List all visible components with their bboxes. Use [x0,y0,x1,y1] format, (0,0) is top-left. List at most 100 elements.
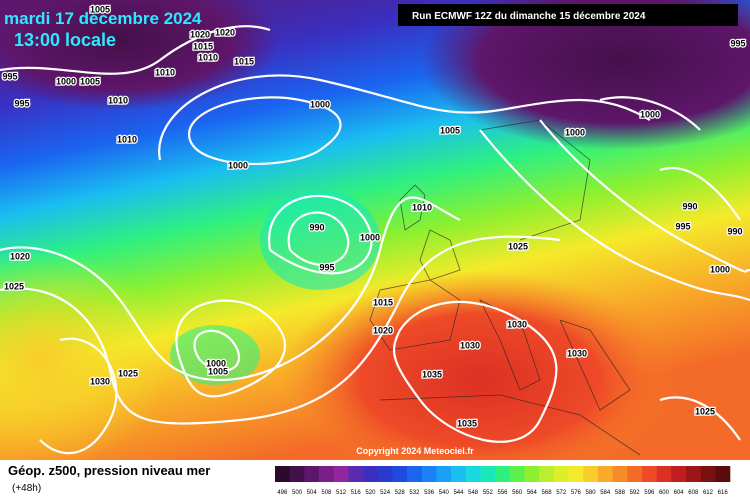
isobar-label: 995 [14,98,29,108]
isobar-label: 1025 [695,406,715,416]
legend-label: 608 [688,490,699,496]
legend-swatch [524,466,540,482]
legend-swatch [348,466,364,482]
legend-label: 520 [365,490,376,496]
isobar-label: 1035 [422,369,442,379]
legend-label: 528 [395,490,406,496]
legend-swatch [671,466,687,482]
legend-label: 596 [644,490,655,496]
legend-label: 556 [497,490,508,496]
legend-swatch [377,466,393,482]
legend-swatch [700,466,716,482]
isobar-label: 1000 [710,264,730,274]
legend-label: 560 [512,490,523,496]
legend-label: 548 [468,490,479,496]
isobar-label: 1025 [118,368,138,378]
isobar-label: 1025 [508,241,528,251]
legend-swatch [363,466,379,482]
coastlines [369,119,641,456]
legend-label: 600 [659,490,670,496]
legend-label: 532 [409,490,420,496]
isobar-label: 1010 [412,202,432,212]
legend-swatch [436,466,452,482]
isobar-label: 1030 [567,348,587,358]
isobar-label: 1000 [228,160,248,170]
legend-swatch [641,466,657,482]
legend-label: 568 [542,490,553,496]
isobar-label: 1005 [90,4,110,14]
isobar-label: 1010 [117,134,137,144]
legend-label: 540 [439,490,450,496]
isobar-label: 1020 [190,29,210,39]
isobar-label: 1000 [310,99,330,109]
legend-swatch [289,466,305,482]
isobar-label: 1015 [193,41,213,51]
legend-label: 572 [556,490,567,496]
legend-label: 580 [586,490,597,496]
legend-title: Géop. z500, pression niveau mer [8,463,210,478]
isobar-label: 1005 [80,76,100,86]
copyright: Copyright 2024 Meteociel.fr [356,446,474,456]
legend-swatch [333,466,349,482]
isobar-label: 1005 [440,125,460,135]
isobar-label: 990 [309,222,324,232]
isobar-label: 995 [2,71,17,81]
legend-swatch [656,466,672,482]
isobar-label: 1000 [206,358,226,368]
legend-swatch [597,466,613,482]
legend-label: 612 [703,490,714,496]
legend-label: 516 [351,490,362,496]
map-time: 13:00 locale [14,30,116,50]
isobar-label: 1015 [234,56,254,66]
legend-label: 588 [615,490,626,496]
legend-swatch [392,466,408,482]
color-scale: 496 500 504 508 512 516 520 524 528 532 536 540 544 5… [275,466,731,496]
isobar-label: 1000 [56,76,76,86]
legend-label: 524 [380,490,391,496]
legend-swatch [319,466,335,482]
legend-swatch [509,466,525,482]
legend-label: 536 [424,490,435,496]
isobar-label: 990 [682,201,697,211]
legend-label: 496 [277,490,288,496]
legend-label: 604 [674,490,685,496]
legend-label: 508 [321,490,332,496]
legend-swatch [627,466,643,482]
legend-swatch [304,466,320,482]
isobar-label: 1035 [457,418,477,428]
isobar-label: 995 [319,262,334,272]
isobar-label: 1000 [565,127,585,137]
isobar-label: 1030 [90,376,110,386]
legend-swatch [583,466,599,482]
legend-label: 504 [307,490,318,496]
run-box [398,4,738,26]
legend-swatch [495,466,511,482]
isobar-labels: 995 995 1000 1005 1005 1020 1015 1020 10… [1,3,747,430]
legend-swatch [421,466,437,482]
legend-label: 592 [630,490,641,496]
legend-label: 512 [336,490,347,496]
map-date: mardi 17 décembre 2024 [4,9,202,28]
legend-swatch [480,466,496,482]
isobar-label: 1010 [198,52,218,62]
legend-swatch [539,466,555,482]
legend-label: 576 [571,490,582,496]
legend-label: 564 [527,490,538,496]
isobar-label: 1030 [460,340,480,350]
isobar-label: 1000 [360,232,380,242]
legend-label: 552 [483,490,494,496]
isobar-label: 1020 [10,251,30,261]
legend-swatch [715,466,731,482]
legend-label: 500 [292,490,303,496]
isobar-label: 1000 [640,109,660,119]
legend-swatch [553,466,569,482]
legend-swatch [612,466,628,482]
isobar-label: 1030 [507,319,527,329]
legend-subtitle: (+48h) [12,483,41,494]
run-info: Run ECMWF 12Z du dimanche 15 décembre 20… [412,11,646,22]
isobar-label: 995 [730,38,745,48]
isobar-label: 1010 [108,95,128,105]
isobar-label: 1010 [155,67,175,77]
isobars [0,25,750,455]
